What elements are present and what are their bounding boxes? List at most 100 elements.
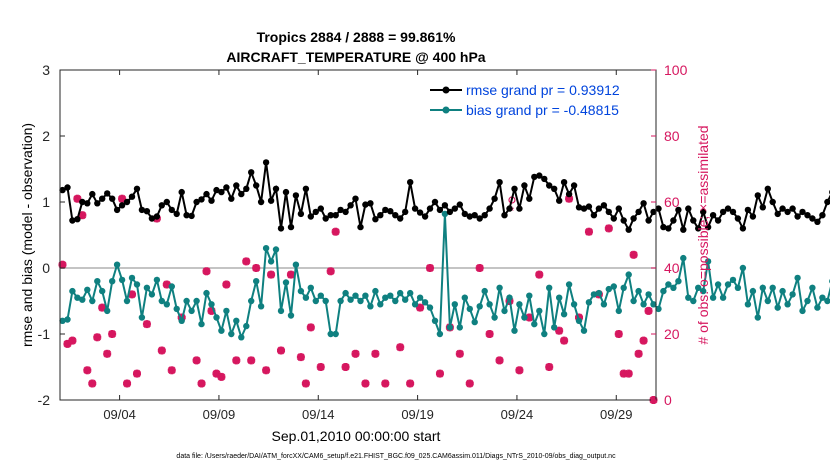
- x-tick-label: 09/29: [600, 407, 633, 422]
- assimilated-obs-marker: [327, 267, 335, 275]
- assimilated-obs-marker: [83, 366, 91, 374]
- bias-series-point: [293, 262, 299, 268]
- bias-series-point: [571, 301, 577, 307]
- bias-series-point: [273, 246, 279, 252]
- bias-series-point: [506, 295, 512, 301]
- assimilated-obs-marker: [625, 370, 633, 378]
- assimilated-obs-marker: [456, 350, 464, 358]
- x-tick-label: 09/24: [501, 407, 534, 422]
- legend-bias-label: bias grand pr = -0.48815: [466, 102, 619, 118]
- bias-series-point: [79, 297, 85, 303]
- assimilated-obs-marker: [242, 257, 250, 265]
- bias-series-point: [501, 308, 507, 314]
- bias-series-point: [308, 285, 314, 291]
- bias-series-point: [114, 262, 120, 268]
- bias-series-point: [198, 321, 204, 327]
- bias-series-point: [69, 288, 75, 294]
- bias-series-point: [174, 306, 180, 312]
- bias-series-point: [238, 334, 244, 340]
- bias-series-point: [362, 293, 368, 299]
- y-right-tick-label: 20: [664, 326, 680, 342]
- y-right-tick-label: 100: [664, 62, 688, 78]
- y-right-tick-label: 80: [664, 128, 680, 144]
- bias-series-point: [675, 278, 681, 284]
- assimilated-obs-marker: [217, 373, 225, 381]
- rmse-series-point: [164, 199, 170, 205]
- rmse-series-point: [352, 196, 358, 202]
- bias-series-point: [243, 323, 249, 329]
- assimilated-obs-marker: [585, 228, 593, 236]
- assimilated-obs-marker: [247, 356, 255, 364]
- bias-series-point: [169, 283, 175, 289]
- rmse-series-point: [740, 225, 746, 231]
- rmse-series-point: [665, 225, 671, 231]
- bias-series-point: [89, 298, 95, 304]
- bias-series-point: [188, 308, 194, 314]
- assimilated-obs-marker: [436, 370, 444, 378]
- rmse-series-point: [74, 216, 80, 222]
- bias-series-point: [337, 298, 343, 304]
- assimilated-obs-marker: [93, 333, 101, 341]
- rmse-series-point: [611, 215, 617, 221]
- y-axis-label-left: rmse and bias (model - observation): [19, 123, 35, 347]
- assimilated-obs-marker: [307, 323, 315, 331]
- bias-series-point: [526, 293, 532, 299]
- assimilated-obs-marker: [640, 337, 648, 345]
- assimilated-obs-marker: [515, 366, 523, 374]
- rmse-series-point: [511, 186, 517, 192]
- rmse-series-point: [496, 179, 502, 185]
- bias-series-point: [750, 288, 756, 294]
- rmse-series-point: [541, 176, 547, 182]
- bias-series-point: [164, 301, 170, 307]
- assimilated-obs-marker: [605, 224, 613, 232]
- chart-title-line1: Tropics 2884 / 2888 = 99.861%: [257, 29, 456, 45]
- y-left-tick-label: 1: [42, 194, 50, 210]
- bias-series-point: [387, 293, 393, 299]
- rmse-series-point: [243, 186, 249, 192]
- rmse-series-point: [621, 217, 627, 223]
- assimilated-obs-marker: [361, 380, 369, 388]
- bias-series-point: [228, 331, 234, 337]
- bias-series-point: [129, 275, 135, 281]
- bias-series-point: [482, 288, 488, 294]
- bias-series-point: [372, 288, 378, 294]
- rmse-series-point: [84, 200, 90, 206]
- data-file-footnote: data file: /Users/raeder/DAI/ATM_forcXX/…: [176, 453, 616, 460]
- assimilated-obs-marker: [545, 363, 553, 371]
- bias-series-point: [814, 304, 820, 310]
- rmse-series-point: [516, 205, 522, 211]
- rmse-series-point: [357, 224, 363, 230]
- assimilated-obs-marker: [381, 380, 389, 388]
- assimilated-obs-marker: [108, 330, 116, 338]
- rmse-series-point: [129, 194, 135, 200]
- bias-series-point: [635, 288, 641, 294]
- bias-series-point: [630, 298, 636, 304]
- assimilated-obs-marker: [396, 343, 404, 351]
- bias-series-point: [392, 298, 398, 304]
- rmse-series-point: [491, 196, 497, 202]
- rmse-series-point: [765, 186, 771, 192]
- rmse-series-point: [347, 202, 353, 208]
- assimilated-obs-marker: [406, 380, 414, 388]
- bias-series-point: [183, 298, 189, 304]
- bias-series-point: [303, 295, 309, 301]
- rmse-series-point: [591, 212, 597, 218]
- legend: rmse grand pr = 0.93912 bias grand pr = …: [424, 78, 652, 122]
- bias-series-point: [779, 288, 785, 294]
- bias-series-point: [367, 303, 373, 309]
- rmse-series-point: [109, 196, 115, 202]
- rmse-series-point: [124, 199, 130, 205]
- bias-series-point: [124, 298, 130, 304]
- bias-series-point: [740, 265, 746, 271]
- bias-series-point: [645, 291, 651, 297]
- rmse-series-point: [432, 199, 438, 205]
- bias-series-point: [477, 303, 483, 309]
- bias-series-point: [457, 324, 463, 330]
- rmse-series-point: [188, 213, 194, 219]
- bias-series-point: [799, 308, 805, 314]
- bias-series-point: [298, 288, 304, 294]
- rmse-series-point: [99, 196, 105, 202]
- y-left-tick-label: 2: [42, 128, 50, 144]
- bias-series-point: [154, 277, 160, 283]
- bias-series-point: [412, 301, 418, 307]
